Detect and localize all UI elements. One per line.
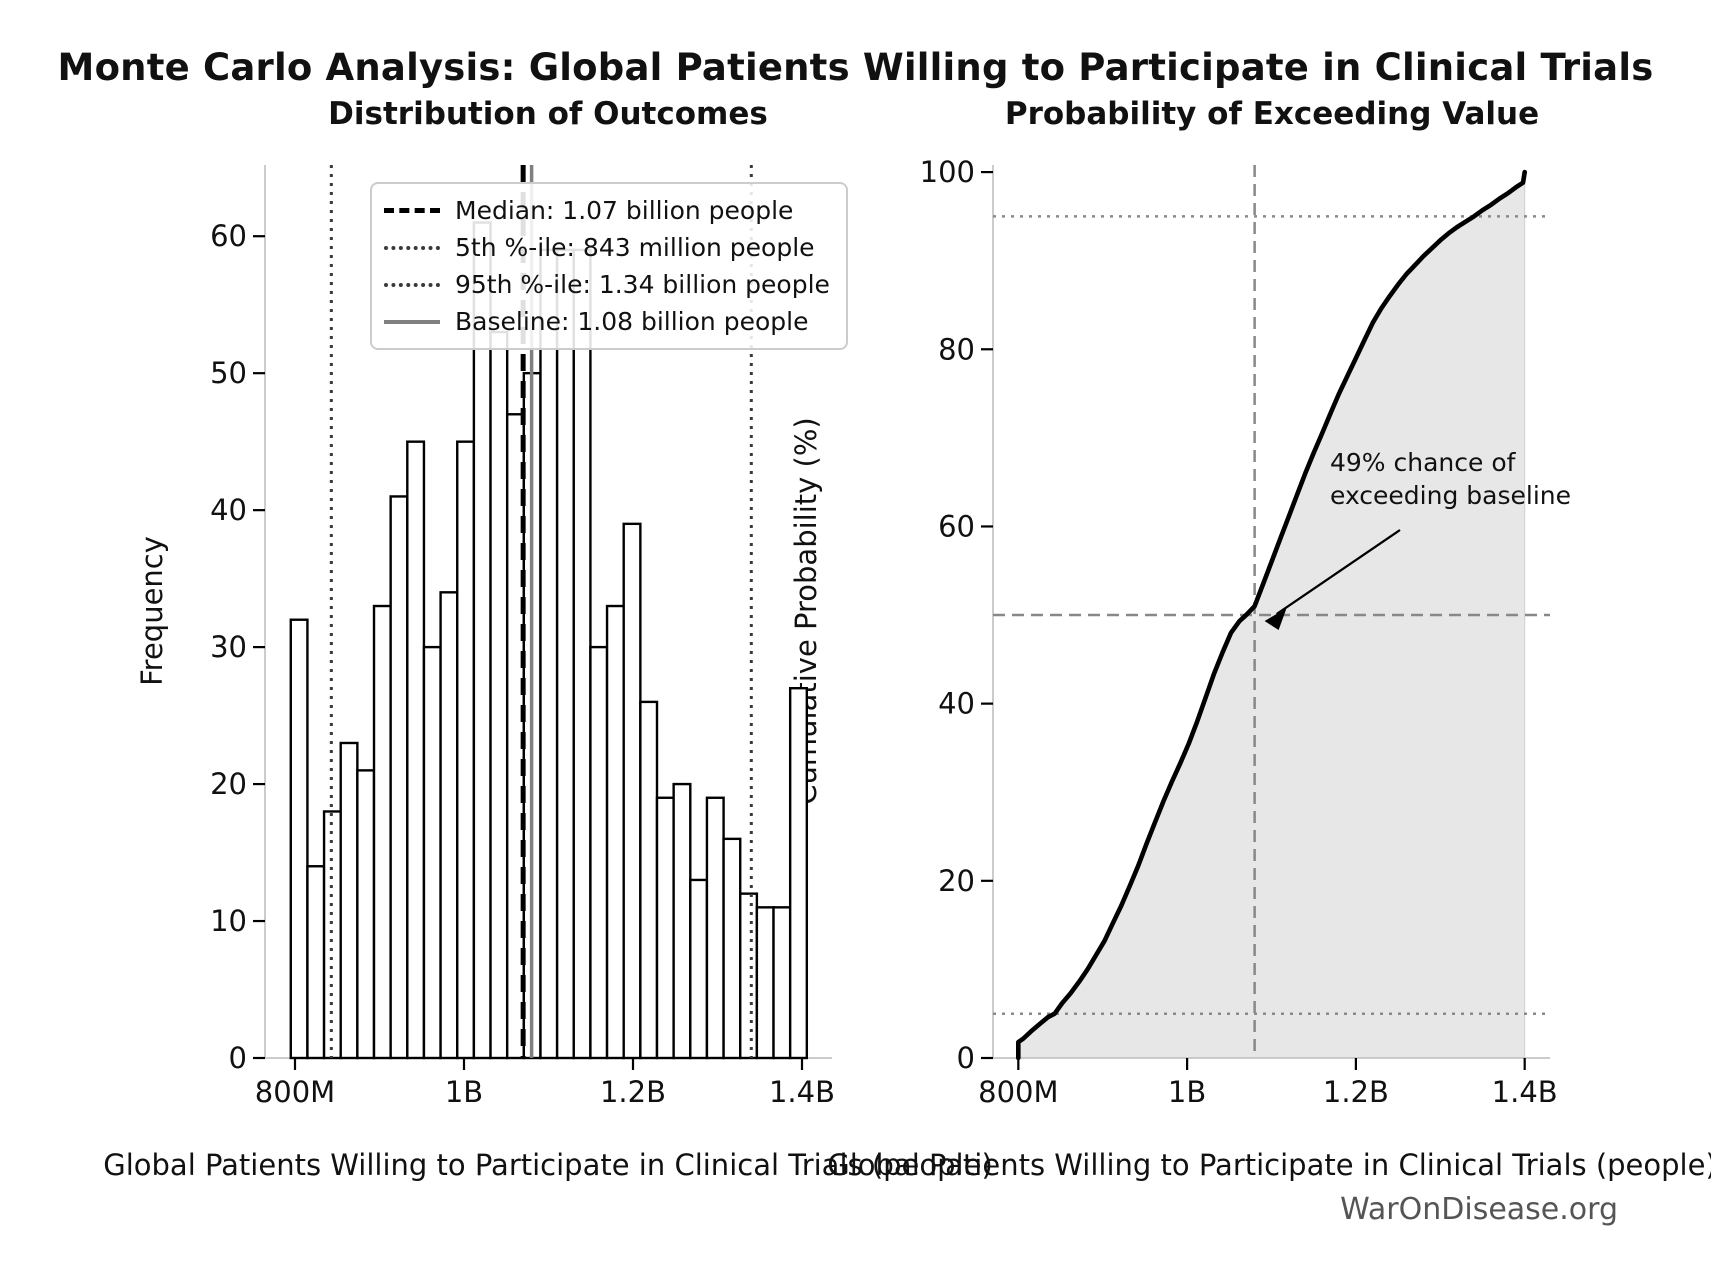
legend-item-p95: 95th %-ile: 1.34 billion people bbox=[384, 266, 830, 303]
histogram-bar bbox=[772, 906, 792, 1060]
y-tick-label: 20 bbox=[210, 767, 247, 801]
histogram-bar bbox=[555, 248, 575, 1060]
histogram-bar bbox=[622, 522, 642, 1060]
x-tick-label: 1.4B bbox=[769, 1075, 835, 1109]
legend-item-baseline: Baseline: 1.08 billion people bbox=[384, 303, 830, 340]
histogram-bar bbox=[572, 248, 592, 1060]
figure-title: Monte Carlo Analysis: Global Patients Wi… bbox=[57, 46, 1654, 89]
watermark-text: WarOnDisease.org bbox=[1340, 1192, 1618, 1227]
right-subplot-title: Probability of Exceeding Value bbox=[1004, 96, 1540, 132]
cdf-annotation: 49% chance of exceeding baseline bbox=[1330, 446, 1571, 512]
x-tick-label: 1B bbox=[445, 1075, 483, 1109]
legend-item-label: 5th %-ile: 843 million people bbox=[455, 233, 815, 262]
y-tick-label: 50 bbox=[210, 356, 247, 390]
histogram-legend: Median: 1.07 billion people 5th %-ile: 8… bbox=[370, 182, 848, 350]
x-tick-label: 1B bbox=[1168, 1075, 1206, 1109]
y-tick-label: 80 bbox=[938, 332, 975, 366]
y-tick-label: 40 bbox=[210, 493, 247, 527]
histogram-bar bbox=[788, 686, 809, 1060]
histogram-bar bbox=[722, 837, 742, 1060]
x-tick-label: 800M bbox=[255, 1075, 335, 1109]
x-tick-label: 800M bbox=[978, 1075, 1058, 1109]
y-tick-label: 30 bbox=[210, 630, 247, 664]
histogram-bar bbox=[705, 796, 725, 1060]
y-tick-label: 10 bbox=[210, 904, 247, 938]
legend-item-median: Median: 1.07 billion people bbox=[384, 192, 830, 229]
histogram-bar bbox=[439, 591, 459, 1060]
histogram-bar bbox=[739, 892, 759, 1060]
histogram-bar bbox=[655, 796, 675, 1060]
annotation-arrow-head bbox=[1264, 608, 1287, 631]
left-subplot-title: Distribution of Outcomes bbox=[328, 96, 768, 132]
right-x-axis-label: Global Patients Willing to Participate i… bbox=[827, 1148, 1711, 1182]
cdf-annotation-line1: 49% chance of bbox=[1330, 448, 1516, 477]
left-x-axis-label: Global Patients Willing to Participate i… bbox=[103, 1148, 993, 1182]
y-tick-label: 100 bbox=[920, 155, 975, 189]
histogram-bar bbox=[389, 495, 409, 1060]
y-tick-label: 0 bbox=[229, 1041, 247, 1075]
x-tick-label: 1.4B bbox=[1492, 1075, 1558, 1109]
histogram-bar bbox=[372, 604, 392, 1060]
histogram-bar bbox=[689, 878, 709, 1060]
x-tick-label: 1.2B bbox=[600, 1075, 666, 1109]
histogram-bar bbox=[356, 769, 376, 1060]
histogram-bar bbox=[539, 248, 559, 1060]
histogram-bar bbox=[456, 440, 476, 1060]
histogram-bar bbox=[755, 906, 775, 1060]
annotation-arrow-line bbox=[1276, 529, 1401, 615]
histogram-bar bbox=[589, 645, 609, 1060]
y-tick-label: 60 bbox=[938, 509, 975, 543]
histogram-bar bbox=[422, 645, 442, 1060]
legend-item-label: Median: 1.07 billion people bbox=[455, 196, 794, 225]
legend-item-label: Baseline: 1.08 billion people bbox=[455, 307, 809, 336]
histogram-bar bbox=[289, 618, 309, 1060]
y-tick-label: 60 bbox=[210, 219, 247, 253]
histogram-bar bbox=[406, 440, 426, 1060]
histogram-bar bbox=[639, 700, 659, 1060]
y-tick-label: 40 bbox=[938, 687, 975, 721]
legend-item-p5: 5th %-ile: 843 million people bbox=[384, 229, 830, 266]
histogram-bar bbox=[489, 330, 509, 1060]
x-tick-label: 1.2B bbox=[1323, 1075, 1389, 1109]
histogram-bar bbox=[339, 741, 359, 1060]
baseline-line-sample bbox=[384, 319, 440, 324]
y-tick-label: 0 bbox=[957, 1041, 975, 1075]
histogram-bar bbox=[672, 782, 692, 1060]
y-tick-label: 20 bbox=[938, 864, 975, 898]
median-line-sample bbox=[384, 208, 440, 213]
p95-line-sample bbox=[384, 282, 440, 287]
cdf-curve bbox=[1016, 169, 1527, 1061]
histogram-bar bbox=[306, 865, 326, 1060]
histogram-bar bbox=[605, 604, 625, 1060]
p5-line-sample bbox=[384, 245, 440, 250]
legend-item-label: 95th %-ile: 1.34 billion people bbox=[455, 270, 830, 299]
cdf-annotation-line2: exceeding baseline bbox=[1330, 481, 1571, 510]
